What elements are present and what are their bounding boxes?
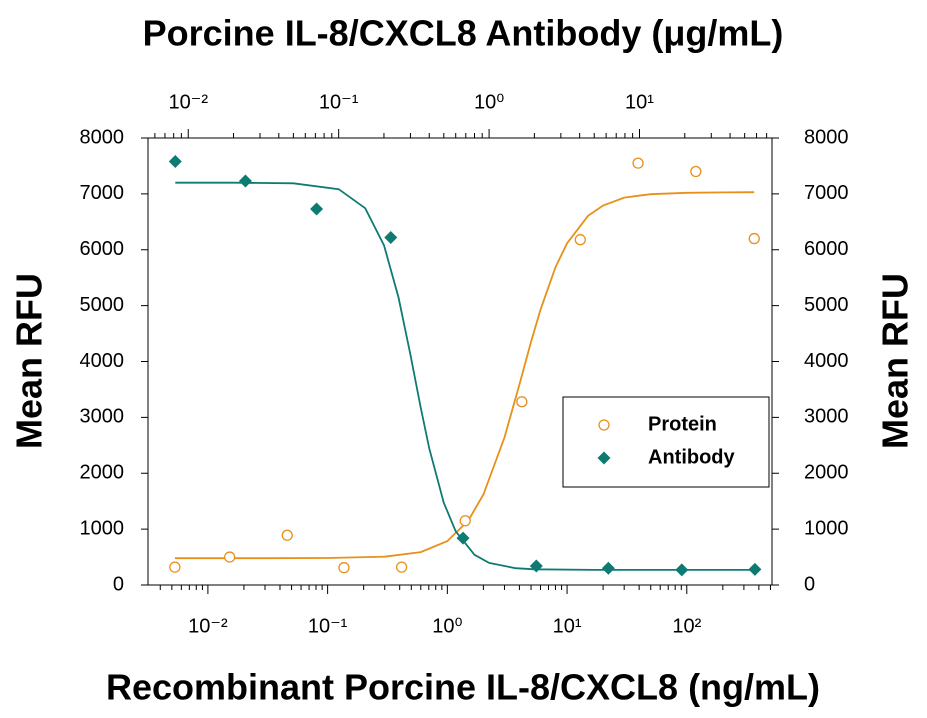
y2-tick-label: 5000 [804,294,849,316]
data-point [690,165,702,178]
data-point [281,529,293,541]
x-tick-label: 10⁻¹ [308,615,348,637]
y-tick-label: 3000 [80,406,125,428]
y-tick-label: 2000 [80,462,125,484]
fit-curve [175,181,755,571]
chart-title: Porcine IL-8/CXCL8 Antibody (μg/mL) [143,13,784,54]
data-point [529,559,543,573]
data-point [310,202,324,216]
y2-tick-label: 1000 [804,517,849,539]
data-point [601,561,615,575]
data-point [574,234,586,246]
legend-box [562,396,770,488]
x-tick-label: 10⁻¹ [319,91,359,113]
data-point [238,174,252,188]
x-tick-label: 10⁰ [432,615,462,637]
data-point [456,531,470,545]
y-tick-label: 5000 [80,294,125,316]
y-tick-label: 0 [113,573,124,595]
legend-label: Antibody [648,446,736,468]
y-tick-label: 8000 [80,126,125,148]
data-point [168,154,182,168]
y-tick-label: 7000 [80,182,125,204]
y-tick-label: 6000 [80,238,125,260]
y-axis-title: Mean RFU [9,273,50,449]
y2-axis-title: Mean RFU [875,273,916,449]
y-tick-label: 4000 [80,350,125,372]
data-point [516,396,528,408]
y2-tick-label: 4000 [804,350,849,372]
x-tick-label: 10⁻² [188,615,228,637]
data-point [395,561,408,573]
data-point [632,157,644,169]
data-point [675,563,689,577]
y-tick-label: 1000 [80,517,125,539]
y2-tick-label: 6000 [804,238,849,260]
data-point [338,562,350,574]
data-point [384,230,398,244]
x-tick-label: 10⁻² [169,91,209,113]
data-point [748,232,760,245]
x-tick-label: 10¹ [625,91,654,113]
y2-tick-label: 3000 [804,406,849,428]
data-point [169,561,181,573]
y2-tick-label: 8000 [804,126,849,148]
legend-label: Protein [648,413,717,435]
data-point [748,562,762,576]
data-point [459,515,471,527]
x-tick-label: 10¹ [553,615,582,637]
legend-marker [598,419,610,431]
fit-curve [174,191,755,560]
legend-marker [597,451,611,465]
y2-tick-label: 0 [804,573,815,595]
y2-tick-label: 2000 [804,462,849,484]
x-axis-title: Recombinant Porcine IL-8/CXCL8 (ng/mL) [106,667,820,708]
plot-frame [147,137,773,586]
x-tick-label: 10² [672,615,701,637]
x-tick-label: 10⁰ [474,91,504,113]
data-point [224,551,236,563]
y2-tick-label: 7000 [804,182,849,204]
